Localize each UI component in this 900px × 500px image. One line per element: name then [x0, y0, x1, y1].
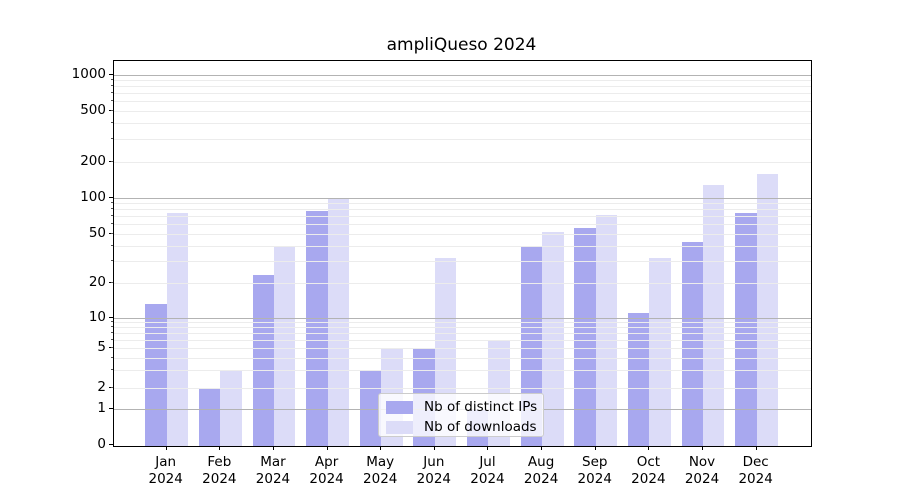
y-tick-10 — [109, 316, 113, 318]
bar-downloads-oct — [649, 257, 671, 446]
bar-downloads-jan — [166, 212, 189, 446]
y-tick-label-1000: 1000 — [71, 65, 106, 82]
y-tick-label-100: 100 — [80, 188, 106, 205]
y-minortick-200 — [111, 161, 113, 162]
y-minortick-7 — [111, 332, 113, 334]
bar-ips-oct — [627, 312, 650, 446]
x-tick-aug — [541, 446, 543, 450]
bar-downloads-aug — [542, 231, 564, 446]
x-tick-label-nov: Nov 2024 — [684, 454, 720, 487]
bar-ips-apr — [306, 210, 328, 446]
bar-downloads-apr — [327, 199, 349, 446]
y-tick-100 — [109, 196, 113, 198]
y-tick-label-500: 500 — [80, 102, 106, 118]
bar-ips-may — [359, 370, 382, 446]
y-minortick-300 — [111, 138, 113, 140]
y-tick-label-0: 0 — [97, 435, 106, 452]
y-minortick-6 — [111, 339, 113, 341]
plot-area — [113, 60, 812, 447]
y-tick-label-20: 20 — [88, 273, 106, 290]
y-minortick-40 — [111, 244, 113, 246]
bar-ips-mar — [252, 275, 274, 446]
y-tick-1 — [109, 407, 113, 409]
y-minortick-3 — [111, 369, 113, 371]
x-tick-may — [380, 446, 382, 450]
y-minortick-800 — [111, 85, 113, 87]
x-tick-label-jul: Jul 2024 — [470, 454, 505, 487]
legend-swatch-downloads — [386, 420, 413, 434]
chart-title: ampliQueso 2024 — [386, 35, 537, 55]
legend-item-downloads: Nb of downloads — [379, 418, 543, 436]
bar-downloads-feb — [220, 370, 242, 446]
y-tick-label-50: 50 — [88, 225, 106, 241]
x-tick-label-jan: Jan 2024 — [148, 454, 183, 487]
legend-swatch-ips — [386, 400, 413, 414]
x-tick-jan — [165, 446, 167, 450]
y-minortick-9 — [111, 321, 113, 323]
bar-ips-feb — [198, 387, 221, 446]
x-tick-oct — [648, 446, 650, 450]
x-tick-jul — [487, 446, 489, 450]
x-tick-mar — [272, 446, 274, 450]
x-tick-label-mar: Mar 2024 — [255, 454, 291, 487]
legend: Nb of distinct IPs Nb of downloads — [378, 393, 544, 437]
y-minortick-20 — [111, 281, 113, 283]
y-minortick-60 — [111, 223, 113, 225]
y-tick-1000 — [109, 73, 113, 75]
y-tick-label-200: 200 — [80, 153, 106, 169]
bar-downloads-sep — [595, 214, 618, 446]
y-minortick-90 — [111, 202, 113, 204]
y-minortick-2 — [111, 386, 113, 388]
y-tick-label-1: 1 — [97, 399, 106, 416]
bar-ips-jan — [145, 304, 167, 446]
y-minortick-5 — [111, 347, 113, 348]
y-tick-label-10: 10 — [88, 308, 106, 325]
x-tick-sep — [594, 446, 596, 450]
x-tick-apr — [326, 446, 328, 450]
x-tick-label-may: May 2024 — [363, 454, 398, 487]
y-minortick-80 — [111, 208, 113, 210]
y-minortick-500 — [111, 110, 113, 111]
x-tick-label-aug: Aug 2024 — [523, 454, 559, 487]
y-minortick-30 — [111, 260, 113, 262]
y-minortick-70 — [111, 215, 113, 217]
x-tick-label-dec: Dec 2024 — [738, 454, 773, 487]
y-minortick-700 — [111, 92, 113, 94]
y-minortick-8 — [111, 326, 113, 328]
y-minortick-50 — [111, 233, 113, 234]
bar-ips-dec — [735, 212, 757, 446]
x-tick-jun — [433, 446, 435, 450]
x-tick-label-feb: Feb 2024 — [202, 454, 237, 487]
x-tick-feb — [219, 446, 221, 450]
legend-item-distinct-ips: Nb of distinct IPs — [379, 398, 543, 416]
y-tick-label-2: 2 — [97, 378, 106, 395]
y-tick-0 — [109, 443, 113, 445]
bar-downloads-dec — [756, 174, 779, 446]
x-tick-label-jun: Jun 2024 — [416, 454, 452, 487]
x-tick-nov — [702, 446, 703, 450]
y-minortick-4 — [111, 356, 113, 358]
y-minortick-900 — [111, 79, 113, 81]
y-minortick-600 — [111, 100, 113, 102]
bar-downloads-nov — [703, 184, 725, 446]
y-minortick-400 — [111, 122, 113, 124]
bar-ips-nov — [681, 242, 703, 446]
x-tick-label-apr: Apr 2024 — [309, 454, 344, 487]
legend-label-ips: Nb of distinct IPs — [424, 399, 538, 415]
x-tick-label-oct: Oct 2024 — [631, 454, 666, 487]
y-tick-label-5: 5 — [97, 339, 106, 355]
bar-ips-sep — [574, 228, 596, 446]
x-tick-dec — [755, 446, 757, 450]
legend-label-downloads: Nb of downloads — [424, 419, 537, 435]
x-tick-label-sep: Sep 2024 — [577, 454, 612, 487]
bars-layer — [114, 61, 811, 446]
bar-downloads-mar — [273, 245, 296, 446]
